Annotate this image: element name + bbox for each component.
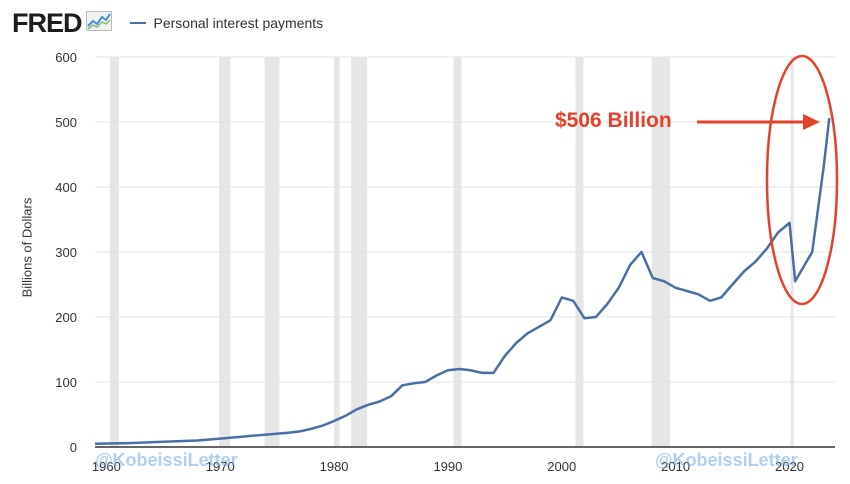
x-tick-label: 2020 bbox=[775, 459, 804, 474]
y-tick-label: 100 bbox=[55, 375, 77, 390]
legend-swatch bbox=[129, 22, 146, 24]
grid-lines bbox=[95, 56, 835, 383]
x-tick-label: 2000 bbox=[547, 459, 576, 474]
fred-logo[interactable]: FRED bbox=[12, 7, 82, 38]
watermark-right: @KobeissiLetter bbox=[655, 450, 798, 470]
x-tick-label: 1960 bbox=[92, 459, 121, 474]
chart-legend[interactable]: Personal interest payments bbox=[129, 15, 324, 31]
y-tick-label: 500 bbox=[55, 115, 77, 130]
line-chart-icon bbox=[85, 10, 112, 36]
legend-label: Personal interest payments bbox=[153, 15, 324, 31]
x-tick-label: 1980 bbox=[320, 459, 349, 474]
x-tick-label: 1990 bbox=[433, 459, 462, 474]
annotation-label: $506 Billion bbox=[555, 109, 672, 132]
x-tick-label: 2010 bbox=[661, 459, 690, 474]
x-axis-ticks: 1960 1970 1980 1990 2000 2010 2020 bbox=[92, 459, 804, 474]
annotation-arrow bbox=[697, 114, 820, 130]
y-tick-label: 300 bbox=[55, 245, 77, 260]
y-tick-label: 400 bbox=[55, 180, 77, 195]
series-line-personal-interest-payments bbox=[94, 117, 831, 446]
watermark-left: @KobeissiLetter bbox=[95, 450, 238, 470]
x-tick-label: 1970 bbox=[206, 459, 235, 474]
highlight-ellipse bbox=[765, 54, 839, 306]
y-tick-label: 0 bbox=[70, 440, 77, 455]
y-axis-label: Billions of Dollars bbox=[19, 197, 35, 298]
y-tick-label: 600 bbox=[55, 50, 77, 65]
chart-header: FRED Personal interest payments bbox=[12, 8, 323, 38]
y-tick-label: 200 bbox=[55, 310, 77, 325]
y-axis-ticks: 0 100 200 300 400 500 600 bbox=[55, 50, 77, 455]
